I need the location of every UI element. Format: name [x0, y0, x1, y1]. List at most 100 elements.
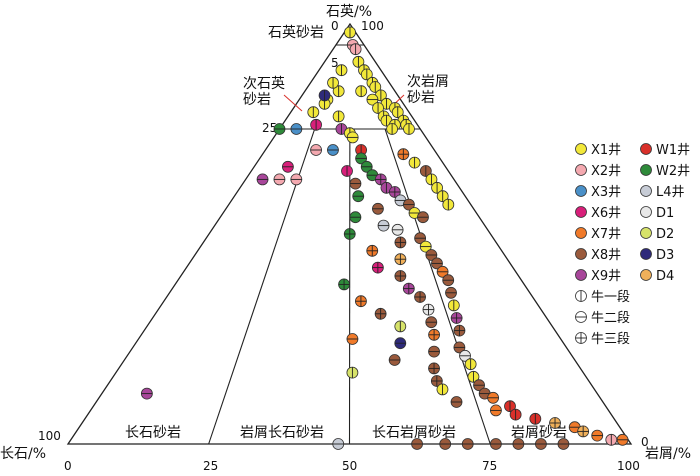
- sample-point-9: [355, 85, 368, 98]
- sample-point-124: [489, 438, 502, 450]
- sample-point-120: [332, 438, 345, 450]
- sample-point-76: [371, 261, 384, 274]
- legend-swatch-9: [640, 185, 652, 197]
- sample-point-83: [414, 291, 426, 303]
- legend-member-label-0: 牛一段: [591, 290, 630, 305]
- axis-title-lithic: 岩屑/%: [645, 446, 691, 462]
- sample-point-28: [335, 64, 348, 77]
- sample-point-24: [332, 85, 345, 98]
- sample-point-32: [290, 123, 303, 135]
- legend-swatch-1: [575, 164, 587, 176]
- field-sub-arkose: 次石英砂岩: [243, 75, 285, 108]
- legend-label-0: X1井: [591, 143, 621, 158]
- legend-member-swatch-2: [575, 332, 587, 344]
- tick-base-75: 75: [482, 459, 497, 473]
- sample-point-33: [310, 118, 323, 131]
- sample-point-88: [450, 312, 463, 324]
- sample-point-27: [327, 76, 339, 89]
- legend-swatch-2: [575, 185, 587, 197]
- legend-member-label-2: 牛三段: [591, 332, 630, 347]
- legend-swatch-5: [575, 248, 587, 260]
- sample-point-48: [431, 181, 443, 194]
- sample-point-91: [453, 324, 466, 337]
- sample-point-101: [346, 366, 359, 379]
- sample-point-112: [529, 412, 542, 425]
- tick-base-100: 100: [617, 459, 640, 473]
- sample-point-71: [419, 240, 432, 253]
- sample-point-103: [430, 375, 443, 387]
- sample-point-72: [366, 244, 379, 257]
- field-feldspathic-litharenite: 长石岩屑砂岩: [372, 425, 456, 441]
- tick-quartz-25: 25: [262, 121, 277, 135]
- sample-point-55: [374, 173, 387, 186]
- tick-apex-0: 0: [331, 19, 339, 33]
- sample-point-31: [273, 123, 286, 135]
- legend-swatch-11: [640, 227, 652, 239]
- sample-point-84: [355, 295, 367, 308]
- sample-point-80: [338, 278, 350, 291]
- sample-point-111: [509, 408, 522, 421]
- sample-point-109: [504, 400, 516, 413]
- sample-point-58: [388, 186, 401, 198]
- sample-point-59: [352, 190, 365, 203]
- legend-label-12: D3: [656, 248, 674, 263]
- legend-label-9: L4井: [656, 185, 685, 200]
- field-sub-litharenite-line-1: 砂岩: [407, 90, 435, 106]
- sample-point-21: [403, 123, 415, 135]
- sample-point-125: [512, 438, 525, 450]
- sample-point-52: [360, 160, 373, 173]
- field-sub-arkose-line-0: 次石英: [243, 75, 285, 92]
- sample-point-69: [414, 232, 427, 245]
- sample-point-102: [467, 370, 480, 383]
- tick-quartz-5: 5: [331, 56, 339, 70]
- sample-point-46: [419, 165, 432, 177]
- legend-swatch-0: [575, 143, 587, 155]
- tick-base-0: 0: [64, 459, 72, 473]
- sample-point-4: [352, 55, 365, 68]
- sample-point-87: [374, 307, 387, 320]
- sample-point-1: [344, 26, 356, 39]
- sample-point-75: [431, 257, 443, 270]
- sample-point-22: [386, 123, 399, 135]
- sample-point-119: [140, 387, 153, 400]
- sample-point-6: [360, 68, 373, 81]
- legend-swatch-7: [640, 143, 652, 155]
- legend-swatch-10: [640, 206, 652, 218]
- sample-point-38: [327, 144, 339, 156]
- tick-base-50: 50: [342, 459, 357, 473]
- sample-point-41: [256, 173, 269, 186]
- sample-point-94: [394, 337, 407, 350]
- sample-point-98: [388, 354, 401, 366]
- sample-point-61: [402, 198, 415, 211]
- sample-point-43: [290, 173, 303, 186]
- sample-point-93: [346, 333, 359, 345]
- sample-point-11: [366, 93, 379, 106]
- field-litharenite: 岩屑砂岩: [511, 425, 567, 441]
- field-quartz-sandstone: 石英砂岩: [268, 24, 324, 41]
- tick-lithic-0: 0: [641, 435, 649, 449]
- sample-point-73: [425, 249, 438, 261]
- sample-point-86: [422, 303, 435, 316]
- sample-point-68: [343, 228, 356, 240]
- sample-point-15: [391, 106, 404, 119]
- sample-point-42: [273, 173, 286, 186]
- field-sub-litharenite-line-0: 次岩屑: [407, 74, 449, 90]
- sample-point-79: [442, 274, 455, 287]
- sample-point-122: [439, 438, 452, 450]
- sample-point-113: [549, 417, 561, 429]
- sample-point-47: [425, 173, 438, 186]
- legend-swatch-4: [575, 227, 587, 239]
- sample-point-78: [394, 270, 407, 282]
- legend-swatch-12: [640, 248, 652, 260]
- sample-point-56: [349, 177, 362, 190]
- sample-point-117: [605, 433, 618, 446]
- axis-labels: 石英/% 长石/% 岩屑/% 0 100 5 25 100 0 0 25 50 …: [0, 3, 691, 473]
- sample-points: [140, 26, 629, 450]
- legend-member-swatch-1: [575, 311, 587, 323]
- sample-point-77: [436, 265, 449, 278]
- legend-swatch-6: [575, 269, 587, 281]
- legend-label-8: W2井: [656, 164, 690, 179]
- legend-swatch-13: [640, 269, 652, 281]
- tick-base-25: 25: [203, 459, 218, 473]
- sample-point-115: [577, 425, 590, 438]
